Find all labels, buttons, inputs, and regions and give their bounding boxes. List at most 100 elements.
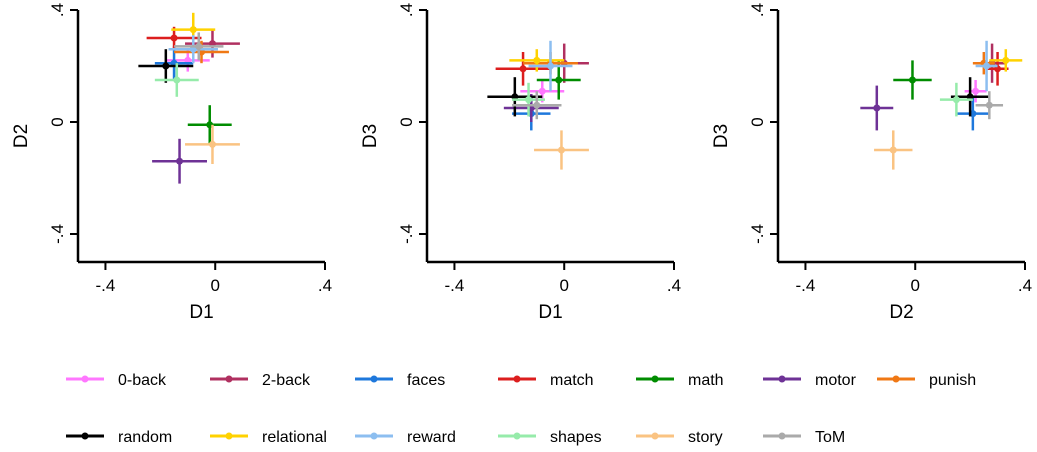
legend-swatch-marker	[225, 375, 233, 383]
legend-swatch-marker	[513, 432, 521, 440]
point-math	[893, 60, 932, 100]
point-relational	[509, 49, 565, 72]
point-story	[534, 130, 589, 170]
legend-label: motor	[815, 372, 857, 389]
x-tick-label: -.4	[445, 276, 465, 295]
point-relational	[989, 49, 1023, 72]
x-axis-title: D1	[189, 302, 213, 323]
legend-label: punish	[929, 372, 976, 389]
legend-label: reward	[407, 429, 456, 446]
y-tick-label: .4	[748, 3, 767, 17]
x-axis-title: D2	[889, 302, 913, 323]
data-point	[170, 34, 178, 42]
data-point	[173, 76, 181, 84]
point-shapes	[512, 82, 546, 117]
x-tick-label: .4	[667, 276, 681, 295]
legend-swatch-marker	[651, 375, 659, 383]
legend: 0-back 2-back faces match math motor punish ran…	[66, 372, 976, 446]
point-match	[495, 52, 551, 86]
data-point	[533, 101, 541, 109]
x-tick-label: 0	[559, 276, 568, 295]
point-tom	[975, 91, 1004, 120]
data-point	[889, 146, 897, 154]
point-motor	[860, 85, 894, 131]
data-point	[162, 62, 170, 70]
x-tick-label: -.4	[96, 276, 116, 295]
data-point	[557, 146, 565, 154]
point-reward	[975, 40, 998, 92]
point-faces	[956, 96, 990, 131]
legend-label: math	[688, 372, 724, 389]
data-point	[195, 42, 203, 50]
legend-label: random	[118, 429, 172, 446]
legend-label: story	[688, 429, 723, 446]
legend-label: 0-back	[118, 372, 167, 389]
legend-item-motor: motor	[763, 372, 857, 389]
legend-item-0-back: 0-back	[66, 372, 167, 389]
data-point	[519, 65, 527, 73]
y-tick-label: 0	[48, 117, 67, 126]
data-point	[547, 62, 554, 70]
legend-item-relational: relational	[210, 429, 327, 446]
panel-2: -.4 0 .4 -.4 0 .4 D1 D3	[360, 3, 681, 323]
legend-item-shapes: shapes	[498, 429, 602, 446]
point-0-back	[964, 80, 987, 103]
legend-item-random: random	[66, 429, 172, 446]
data-point	[555, 76, 563, 84]
x-axis-title: D1	[538, 302, 562, 323]
panel-3: -.4 0 .4 -.4 0 .4 D2 D3	[711, 3, 1032, 323]
legend-swatch-marker	[370, 375, 378, 383]
legend-label: faces	[407, 372, 445, 389]
legend-swatch-marker	[892, 375, 900, 383]
legend-swatch-marker	[370, 432, 378, 440]
legend-item-reward: reward	[355, 429, 456, 446]
legend-label: shapes	[550, 429, 602, 446]
y-tick-label: .4	[48, 3, 67, 17]
x-tick-label: .4	[318, 276, 332, 295]
y-axis-title: D3	[360, 124, 381, 148]
point-shapes	[939, 82, 973, 117]
y-tick-label: 0	[397, 117, 416, 126]
x-tick-label: .4	[1018, 276, 1032, 295]
x-tick-label: 0	[910, 276, 919, 295]
y-axis-title: D2	[11, 124, 32, 148]
legend-swatch-marker	[81, 375, 89, 383]
point-story	[874, 130, 913, 170]
panel-1: -.4 0 .4 -.4 0 .4 D1 D2	[11, 3, 332, 323]
point-math	[187, 105, 232, 145]
data-point	[189, 26, 197, 34]
x-tick-label: 0	[210, 276, 219, 295]
data-point	[908, 76, 916, 84]
data-point	[538, 87, 546, 95]
point-motor	[152, 138, 207, 184]
legend-item-faces: faces	[355, 372, 445, 389]
x-tick-label: -.4	[796, 276, 816, 295]
legend-item-match: match	[498, 372, 594, 389]
legend-label: 2-back	[262, 372, 311, 389]
point-tom	[174, 32, 224, 61]
point-random	[138, 49, 194, 83]
legend-item-math: math	[636, 372, 724, 389]
legend-swatch-marker	[778, 375, 786, 383]
legend-item-2-back: 2-back	[210, 372, 311, 389]
data-point	[208, 140, 216, 148]
data-point	[1002, 56, 1010, 64]
y-axis-title: D3	[711, 124, 732, 148]
legend-item-story: story	[636, 429, 723, 446]
data-point	[952, 96, 960, 104]
legend-swatch-marker	[651, 432, 659, 440]
data-point	[972, 87, 980, 95]
y-tick-label: .4	[397, 3, 416, 17]
data-point	[533, 56, 541, 64]
data-point	[873, 104, 881, 112]
legend-label: relational	[262, 429, 327, 446]
legend-swatch-marker	[225, 432, 233, 440]
y-tick-label: 0	[748, 117, 767, 126]
point-reward	[528, 40, 573, 92]
point-tom	[512, 91, 562, 120]
y-tick-label: -.4	[48, 224, 67, 244]
point-random	[487, 77, 543, 117]
point-shapes	[154, 63, 199, 97]
